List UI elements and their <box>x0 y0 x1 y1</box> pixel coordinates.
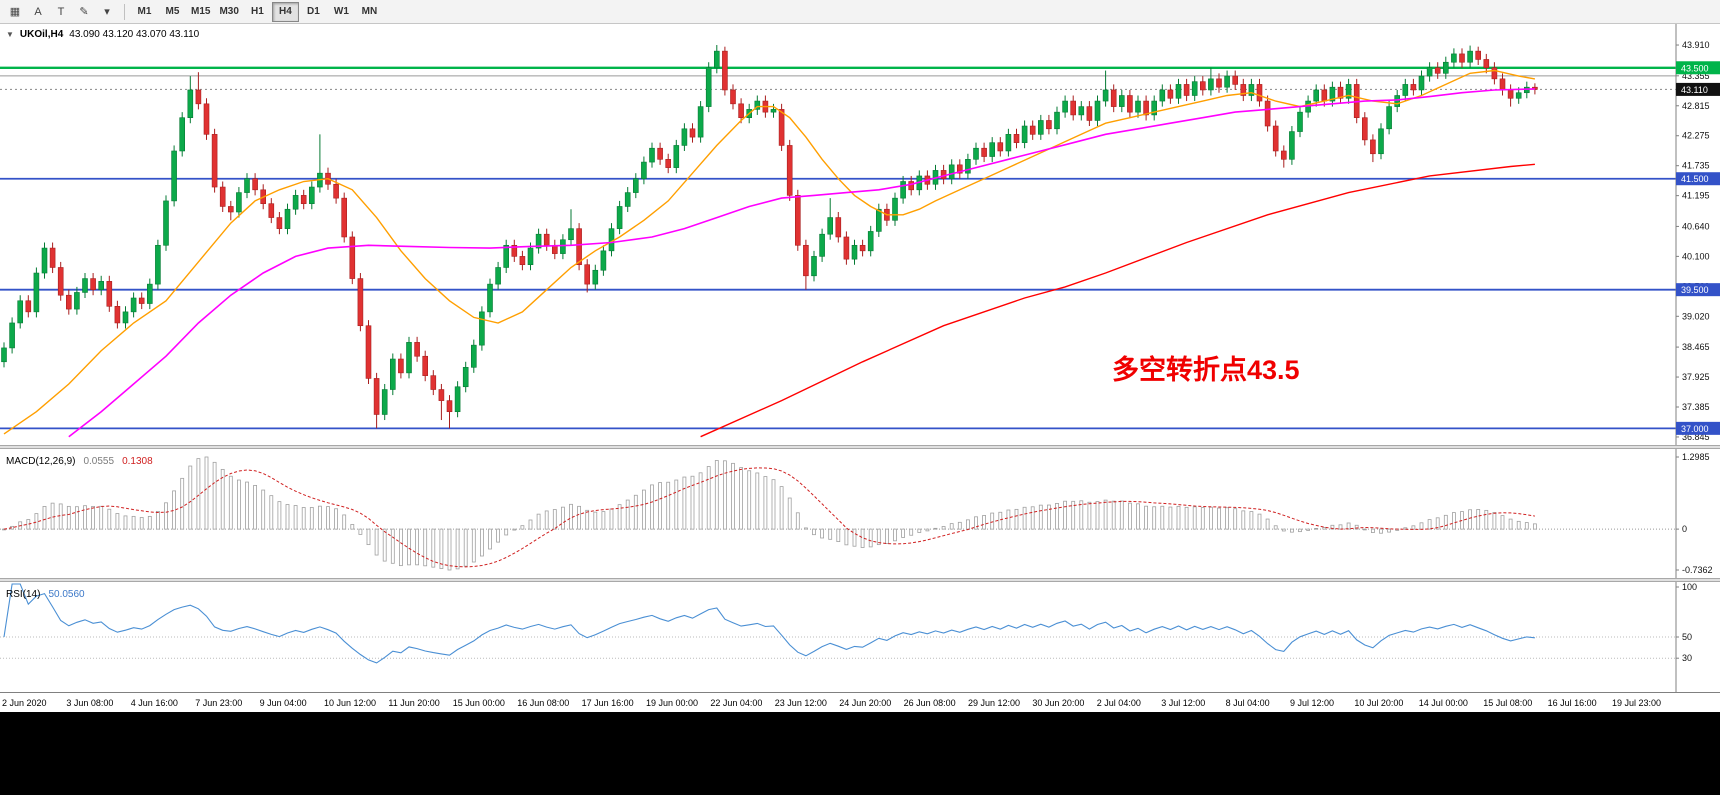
rsi-panel[interactable]: 100 50 30 <box>0 582 1720 692</box>
time-axis-label: 3 Jun 08:00 <box>66 698 114 708</box>
time-axis-label: 3 Jul 12:00 <box>1161 698 1206 708</box>
time-axis-label: 8 Jul 04:00 <box>1225 698 1270 708</box>
chart-window: ▼ UKOil,H4 43.090 43.120 43.070 43.110 多… <box>0 24 1720 795</box>
timeframe-button-group: M1 M5 M15 M30 H1 H4 D1 W1 MN <box>131 1 383 22</box>
ohlc-values: 43.090 43.120 43.070 43.110 <box>69 29 200 40</box>
charts-grid-icon[interactable]: ▦ <box>4 2 26 22</box>
price-marker-badge-43.110 <box>1676 82 1720 96</box>
macd-signal-value: 0.1308 <box>122 456 153 467</box>
time-axis-label: 11 Jun 20:00 <box>388 698 440 708</box>
axis-label: 42.275 <box>1682 131 1710 141</box>
time-axis-label: 16 Jul 16:00 <box>1547 698 1597 708</box>
rsi-value: 50.0560 <box>48 589 85 600</box>
toolbar-icon-group: ▦ A T ✎ ▾ <box>4 2 118 22</box>
timeframe-button-m1[interactable]: M1 <box>131 2 158 22</box>
bottom-black-strip <box>0 712 1720 795</box>
axis-label: 39.500 <box>1681 285 1709 295</box>
panel-resize-divider-rsi[interactable] <box>0 578 1720 582</box>
axis-label: 100 <box>1682 582 1697 592</box>
rsi-label: RSI(14) 50.0560 <box>6 589 85 600</box>
axis-label: 43.110 <box>1681 85 1708 95</box>
axis-label: 0 <box>1682 524 1687 534</box>
price-marker-badge-37.000 <box>1676 421 1720 435</box>
top-toolbar: ▦ A T ✎ ▾ M1 M5 M15 M30 H1 H4 D1 W1 MN <box>0 0 1720 24</box>
time-axis-label: 24 Jun 20:00 <box>839 698 892 708</box>
timeframe-button-m30[interactable]: M30 <box>215 2 242 22</box>
axis-label: 50 <box>1682 632 1692 642</box>
text-label-a-icon[interactable]: A <box>27 2 49 22</box>
chart-title: ▼ UKOil,H4 43.090 43.120 43.070 43.110 <box>6 29 199 40</box>
macd-main-value: 0.0555 <box>83 456 115 467</box>
axis-label: 39.020 <box>1682 311 1710 321</box>
axis-label: 1.2985 <box>1682 452 1710 462</box>
axis-label: 42.815 <box>1682 101 1710 111</box>
time-axis-label: 14 Jul 00:00 <box>1418 698 1468 708</box>
symbol-period-label: UKOil,H4 <box>19 29 64 40</box>
axis-label: 43.500 <box>1681 63 1709 73</box>
macd-name: MACD(12,26,9) <box>6 456 76 467</box>
chart-menu-arrow-icon[interactable]: ▼ <box>6 30 14 39</box>
axis-label: 43.355 <box>1682 71 1710 81</box>
time-axis-label: 2 Jun 2020 <box>2 698 47 708</box>
price-marker-badge-39.500 <box>1676 283 1720 297</box>
panel-resize-divider-macd[interactable] <box>0 445 1720 449</box>
toolbar-separator <box>124 3 125 20</box>
time-axis-label: 10 Jul 20:00 <box>1354 698 1404 708</box>
timeframe-button-d1[interactable]: D1 <box>300 2 327 22</box>
time-axis-label: 22 Jun 04:00 <box>710 698 763 708</box>
time-axis-label: 29 Jun 12:00 <box>968 698 1021 708</box>
main-price-chart[interactable]: 43.910 43.355 42.815 42.275 41.735 41.195 40.6… <box>0 24 1720 445</box>
rsi-name: RSI(14) <box>6 589 41 600</box>
axis-label: 37.925 <box>1682 372 1710 382</box>
time-axis-label: 9 Jun 04:00 <box>259 698 307 708</box>
time-axis-label: 9 Jul 12:00 <box>1290 698 1335 708</box>
axis-label: 40.100 <box>1682 251 1710 261</box>
chart-annotation-text: 多空转折点43.5 <box>1112 355 1300 385</box>
price-marker-badge-43.500 <box>1676 61 1720 75</box>
time-axis-label: 7 Jun 23:00 <box>195 698 243 708</box>
time-axis-label: 10 Jun 12:00 <box>324 698 377 708</box>
time-axis-label: 23 Jun 12:00 <box>774 698 827 708</box>
time-axis-label: 19 Jun 00:00 <box>646 698 699 708</box>
axis-label: 36.845 <box>1682 432 1710 442</box>
macd-panel[interactable]: 1.2985 0 -0.7362 <box>0 449 1720 578</box>
axis-label: 40.640 <box>1682 221 1710 231</box>
axis-label: 43.910 <box>1682 40 1710 50</box>
axis-label: -0.7362 <box>1682 565 1713 575</box>
text-tool-icon[interactable]: T <box>50 2 72 22</box>
time-axis-label: 17 Jun 16:00 <box>581 698 634 708</box>
time-axis-label: 15 Jul 08:00 <box>1483 698 1533 708</box>
macd-signal-line <box>3 467 1535 568</box>
time-axis-label: 4 Jun 16:00 <box>130 698 178 708</box>
axis-label: 41.735 <box>1682 161 1710 171</box>
ma-mid-magenta <box>68 88 1535 438</box>
axis-label: 37.000 <box>1681 424 1709 434</box>
ma-fast-orange <box>3 69 1536 435</box>
ma-slow-red <box>700 163 1535 438</box>
macd-histogram <box>2 456 1537 571</box>
draw-tools-icon[interactable]: ✎ <box>73 2 95 22</box>
time-axis-label: 26 Jun 08:00 <box>903 698 956 708</box>
timeframe-button-h1[interactable]: H1 <box>244 2 271 22</box>
timeframe-button-h4[interactable]: H4 <box>271 1 299 22</box>
axis-label: 30 <box>1682 653 1692 663</box>
price-marker-badge-41.500 <box>1676 172 1720 186</box>
axis-label: 41.500 <box>1681 174 1709 184</box>
time-axis-label: 2 Jul 04:00 <box>1096 698 1141 708</box>
timeframe-button-mn[interactable]: MN <box>356 2 383 22</box>
rsi-line <box>3 583 1535 664</box>
time-axis-label: 19 Jul 23:00 <box>1612 698 1662 708</box>
timeframe-button-m15[interactable]: M15 <box>187 2 214 22</box>
time-axis[interactable]: 2 Jun 2020 3 Jun 08:00 4 Jun 16:00 7 Jun 23… <box>0 692 1720 712</box>
axis-label: 38.465 <box>1682 342 1710 352</box>
axis-label: 41.195 <box>1682 191 1710 201</box>
timeframe-button-m5[interactable]: M5 <box>159 2 186 22</box>
time-axis-label: 15 Jun 00:00 <box>452 698 505 708</box>
tools-dropdown-arrow-icon[interactable]: ▾ <box>96 2 118 22</box>
time-axis-label: 16 Jun 08:00 <box>517 698 570 708</box>
timeframe-button-w1[interactable]: W1 <box>328 2 355 22</box>
time-axis-label: 30 Jun 20:00 <box>1032 698 1085 708</box>
axis-label: 37.385 <box>1682 402 1710 412</box>
macd-label: MACD(12,26,9) 0.0555 0.1308 <box>6 456 153 467</box>
